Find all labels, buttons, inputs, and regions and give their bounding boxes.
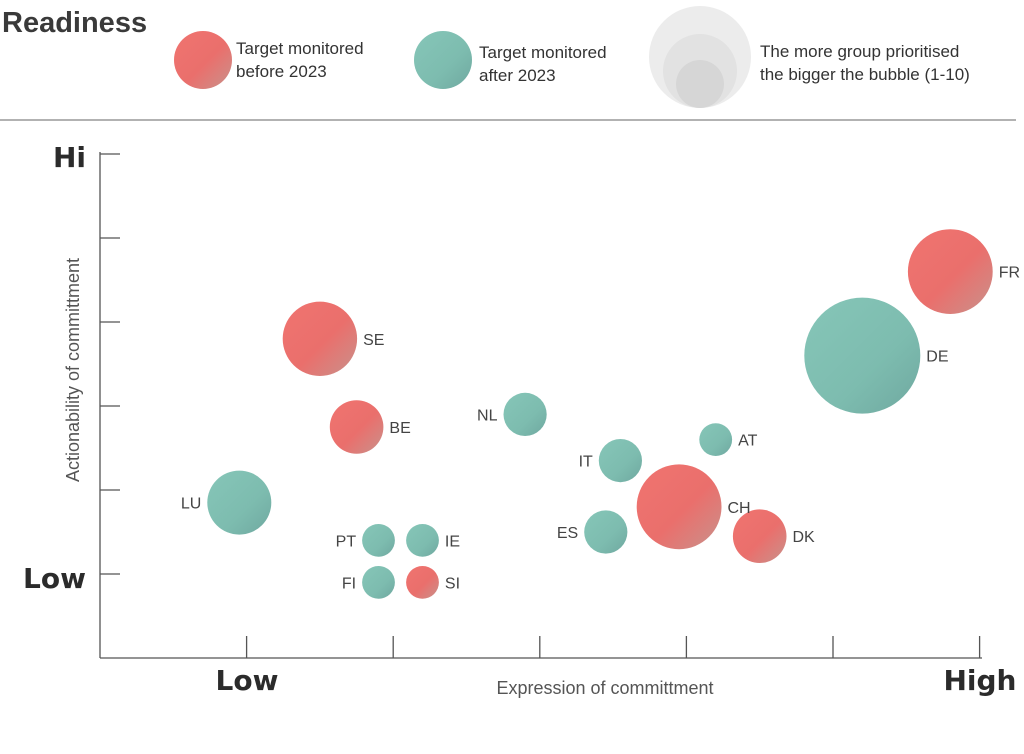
legend-before-line1: Target monitored [236, 39, 364, 58]
bubble-it [598, 439, 643, 483]
legend-size-line1: The more group prioritised [760, 42, 959, 61]
x-axis-ticks [245, 636, 981, 658]
bubble-nl [503, 392, 547, 436]
bubble-si [406, 566, 439, 599]
x-axis-title: Expression of committment [496, 678, 713, 698]
bubble-lu [207, 470, 272, 535]
bubbles-layer: FR DE SE BE NL AT IT CH LU ES DK PT IE FI SI [181, 229, 1020, 599]
y-axis-low-label: Low [23, 562, 86, 595]
bubble-label-it: IT [579, 454, 593, 471]
y-axis-high-label: Hi [53, 141, 86, 174]
bubble-fr [907, 229, 993, 314]
legend-before-swatch [174, 31, 232, 89]
x-axis-high-label: High [943, 664, 1016, 697]
bubble-ch [636, 464, 722, 550]
legend-before-line2: before 2023 [236, 62, 327, 81]
bubble-label-ie: IE [445, 533, 460, 550]
bubble-label-si: SI [445, 575, 460, 592]
bubble-be [329, 400, 384, 454]
y-axis-title: Actionability of committment [63, 258, 83, 482]
bubble-es [584, 510, 628, 554]
legend-after-swatch [414, 31, 472, 89]
bubble-label-de: DE [926, 349, 948, 366]
bubble-dk [732, 509, 787, 563]
bubble-label-fi: FI [342, 575, 356, 592]
bubble-ie [406, 524, 439, 557]
bubble-de [804, 297, 921, 414]
bubble-label-se: SE [363, 332, 384, 349]
chart-title: Readiness [2, 7, 147, 39]
bubble-label-at: AT [738, 433, 757, 450]
bubble-label-dk: DK [793, 529, 816, 546]
bubble-at [699, 423, 733, 456]
bubble-label-ch: CH [728, 500, 751, 517]
bubble-label-be: BE [389, 420, 410, 437]
x-axis-low-label: Low [216, 664, 279, 697]
bubble-label-nl: NL [477, 407, 498, 424]
legend-size-line2: the bigger the bubble (1-10) [760, 65, 970, 84]
bubble-label-es: ES [557, 525, 578, 542]
bubble-label-pt: PT [336, 533, 357, 550]
legend-size-small [676, 60, 724, 108]
bubble-label-lu: LU [181, 496, 201, 513]
bubble-label-fr: FR [999, 265, 1020, 282]
y-axis-ticks [100, 153, 120, 575]
legend-after-line2: after 2023 [479, 66, 556, 85]
bubble-se [282, 301, 358, 376]
bubble-pt [362, 524, 395, 557]
bubble-fi [362, 566, 395, 599]
legend-after-line1: Target monitored [479, 43, 607, 62]
